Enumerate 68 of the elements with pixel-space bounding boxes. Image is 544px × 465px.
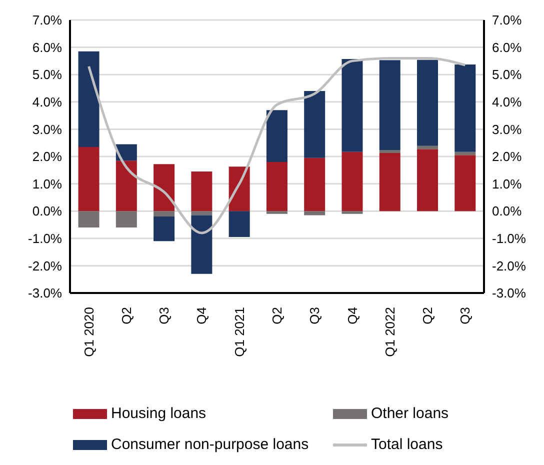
bar <box>454 64 476 152</box>
bar <box>379 60 400 150</box>
x-tick-label: Q4 <box>194 307 210 324</box>
x-tick-label: Q1 2021 <box>232 307 247 357</box>
bar <box>78 51 100 147</box>
y-tick-label: 7.0% <box>32 12 62 28</box>
y-tick-label: 1.0% <box>32 176 62 192</box>
bar <box>379 152 400 212</box>
bar <box>342 59 363 152</box>
bar <box>454 155 476 212</box>
y-tick-label: 2.0% <box>32 149 62 164</box>
y-tick-label: 4.0% <box>32 94 62 110</box>
bar <box>342 152 363 212</box>
bar <box>417 149 438 212</box>
y2-tick-label: 0.0% <box>492 204 522 219</box>
x-tick-label: Q1 2020 <box>81 307 96 357</box>
bar <box>379 150 400 153</box>
bar <box>228 211 250 238</box>
y2-tick-label: 2.0% <box>492 149 522 164</box>
y-tick-label: -1.0% <box>28 231 62 246</box>
bar <box>417 60 438 146</box>
x-tick-label: Q3 <box>156 307 172 324</box>
bar <box>154 164 175 212</box>
bar <box>191 211 212 216</box>
bar <box>266 162 288 212</box>
x-tick-label: Q2 <box>270 307 284 324</box>
bar <box>116 211 137 228</box>
bar <box>304 90 326 158</box>
bar <box>266 211 288 214</box>
x-tick-label: Q1 2022 <box>382 307 398 357</box>
bar <box>154 216 175 242</box>
y-tick-label: -3.0% <box>28 286 62 301</box>
y2-tick-label: 5.0% <box>492 67 522 82</box>
x-tick-label: Q3 <box>458 307 473 324</box>
x-tick-label: Q4 <box>344 307 360 324</box>
bar <box>304 211 326 216</box>
bar <box>417 146 438 150</box>
y-tick-label: -2.0% <box>28 258 62 274</box>
y2-tick-label: -1.0% <box>492 231 526 246</box>
bar <box>154 211 175 217</box>
y2-tick-label: 1.0% <box>492 176 522 192</box>
bar <box>342 211 363 214</box>
legend-label: Housing loans <box>111 405 206 422</box>
bar <box>191 172 212 212</box>
bar <box>78 211 100 228</box>
y2-tick-label: 3.0% <box>492 122 522 137</box>
bar <box>78 146 100 212</box>
bar <box>266 110 288 162</box>
x-tick-label: Q3 <box>307 307 322 324</box>
y2-tick-label: 4.0% <box>492 94 522 110</box>
y2-tick-label: 7.0% <box>492 12 522 28</box>
y2-tick-label: 6.0% <box>492 40 522 55</box>
x-tick-label: Q2 <box>118 307 134 324</box>
bar <box>191 215 212 274</box>
x-tick-label: Q2 <box>420 307 436 324</box>
legend-label: Total loans <box>371 436 443 453</box>
bar <box>304 158 326 212</box>
y-tick-label: 5.0% <box>32 67 62 82</box>
legend-label: Other loans <box>371 405 449 422</box>
y-tick-label: 3.0% <box>32 122 62 137</box>
bar <box>454 152 476 156</box>
y2-tick-label: -3.0% <box>492 286 526 301</box>
legend-label: Consumer non-purpose loans <box>111 436 309 453</box>
y-tick-label: 6.0% <box>32 40 62 55</box>
bar <box>116 160 137 212</box>
y-tick-label: 0.0% <box>32 204 62 219</box>
y2-tick-label: -2.0% <box>492 258 526 274</box>
line-series <box>88 56 466 234</box>
